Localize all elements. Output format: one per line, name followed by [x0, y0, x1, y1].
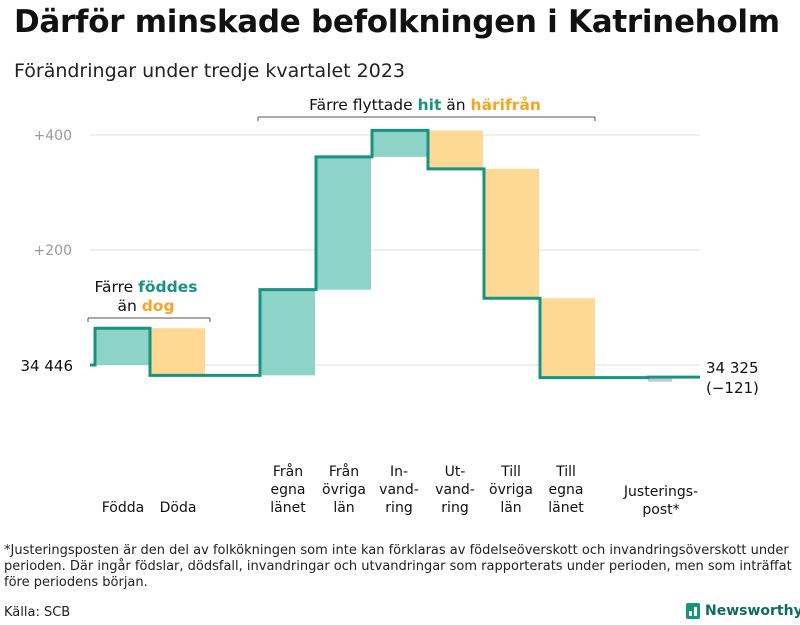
annotation-text: Färre flyttade hit än härifrån: [309, 95, 541, 114]
end-value-label: 34 325: [706, 359, 759, 377]
x-category-label: Till egna länet: [548, 464, 584, 516]
waterfall-bar: [150, 328, 205, 376]
x-category-label: Justerings-post*: [623, 484, 698, 518]
x-category-label: In-vand-ring: [379, 464, 419, 516]
x-category-label: Ut-vand-ring: [435, 464, 475, 516]
footnote: *Justeringsposten är den del av folkökni…: [4, 543, 792, 590]
annotation-text: än dog: [117, 297, 174, 315]
y-tick-label: +200: [34, 243, 72, 259]
y-tick-label: +400: [34, 128, 72, 144]
waterfall-bar: [540, 298, 595, 378]
waterfall-bar: [95, 328, 150, 365]
x-category-label: Från egna länet: [270, 463, 306, 516]
source-label: Källa: SCB: [4, 605, 71, 620]
x-category-label: Födda: [102, 500, 144, 516]
newsworthy-logo: Newsworthy: [686, 603, 800, 619]
x-category-label: Döda: [160, 500, 197, 516]
cumulative-step-line: [90, 128, 700, 380]
chart-subtitle: Förändringar under tredje kvartalet 2023: [14, 60, 406, 82]
bar-chart-icon: [686, 603, 700, 619]
waterfall-bar: [260, 289, 315, 376]
waterfall-bar: [372, 130, 427, 157]
brand-name: Newsworthy: [705, 603, 800, 619]
annotation-text: Färre föddes: [95, 278, 198, 296]
waterfall-bar: [484, 168, 539, 299]
end-change-label: (−121): [706, 379, 759, 397]
start-value-label: 34 446: [21, 357, 74, 375]
waterfall-bar: [648, 378, 672, 382]
waterfall-chart: +400 +200 34 446 34 325 (−121) Födda Döda Från…: [21, 95, 759, 518]
x-category-label: Till övriga län: [489, 464, 533, 516]
waterfall-bar: [316, 156, 371, 290]
x-category-label: Från övriga län: [322, 463, 366, 516]
waterfall-bar: [428, 130, 483, 169]
chart-title: Därför minskade befolkningen i Katrineho…: [14, 4, 780, 40]
